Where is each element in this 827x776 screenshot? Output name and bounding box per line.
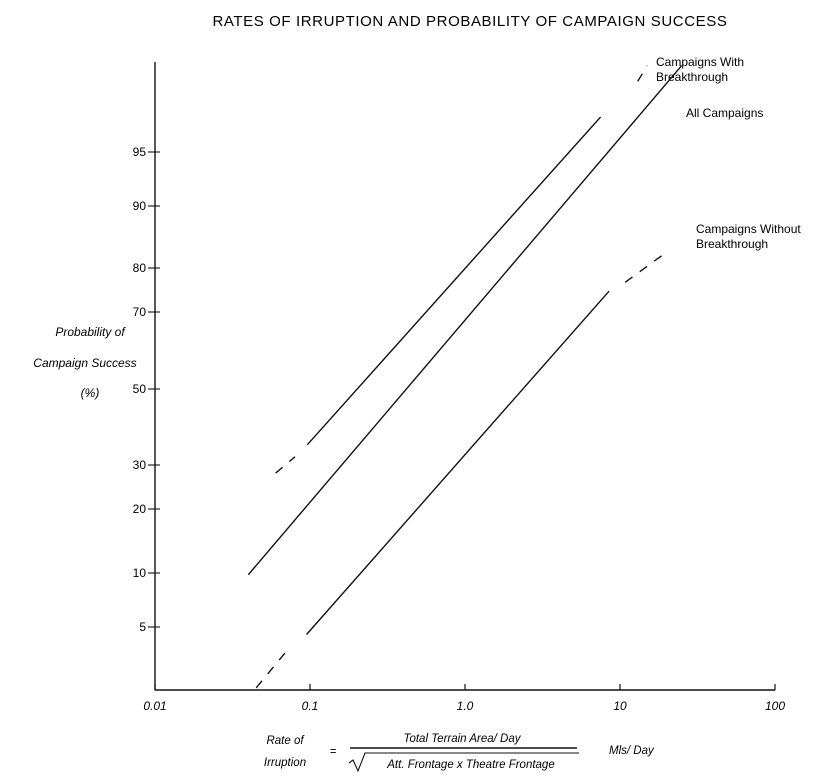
formula-equals: = (330, 746, 337, 758)
x-axis-label-line-1: Rate of (266, 735, 305, 747)
x-tick-label: 1.0 (457, 699, 474, 713)
x-tick-label: 0.01 (143, 699, 166, 713)
y-tick-label: 10 (133, 566, 147, 580)
series-1-line (306, 116, 602, 446)
y-tick-label: 30 (133, 458, 147, 472)
series-1-dashed-end (637, 65, 648, 82)
x-tick-label: 0.1 (302, 699, 319, 713)
sqrt-sign (348, 752, 579, 773)
series-2-line (247, 65, 683, 576)
series-3-label: Campaigns Without Breakthrough (696, 222, 801, 251)
y-axis-label-line-3: (%) (81, 386, 100, 400)
formula-numerator: Total Terrain Area/ Day (404, 733, 522, 745)
x-tick-label: 100 (765, 699, 785, 713)
y-tick-label: 50 (133, 382, 147, 396)
series-1-label: Campaigns With Breakthrough (656, 55, 744, 84)
y-tick-label: 5 (139, 620, 146, 634)
series-3-dashed-end (624, 251, 668, 283)
y-tick-label: 20 (133, 502, 147, 516)
series-labels: Campaigns With Breakthrough All Campaigns C… (656, 55, 801, 251)
chart-title: RATES OF IRRUPTION AND PROBABILITY OF CA… (213, 13, 728, 30)
series-2-label: All Campaigns (686, 106, 763, 120)
formula-denominator: Att. Frontage x Theatre Frontage (386, 759, 554, 771)
x-axis-units: Mls/ Day (609, 745, 655, 757)
x-axis-label-line-2: Irruption (264, 757, 306, 769)
y-tick-label: 90 (133, 199, 147, 213)
y-ticks: 5 10 20 30 50 70 80 90 95 (133, 145, 160, 634)
series-3-line (306, 290, 610, 635)
y-axis-label-line-1: Probability of (55, 325, 126, 339)
y-tick-label: 95 (133, 145, 147, 159)
y-tick-label: 70 (133, 305, 147, 319)
series-3-dashed-start (255, 651, 287, 689)
y-tick-label: 80 (133, 261, 147, 275)
series-1-dashed-start (275, 456, 296, 474)
x-tick-label: 10 (613, 699, 627, 713)
y-axis-label-line-2: Campaign Success (33, 356, 136, 370)
series-lines (247, 65, 683, 689)
x-ticks: 0.01 0.1 1.0 10 100 (143, 684, 785, 713)
